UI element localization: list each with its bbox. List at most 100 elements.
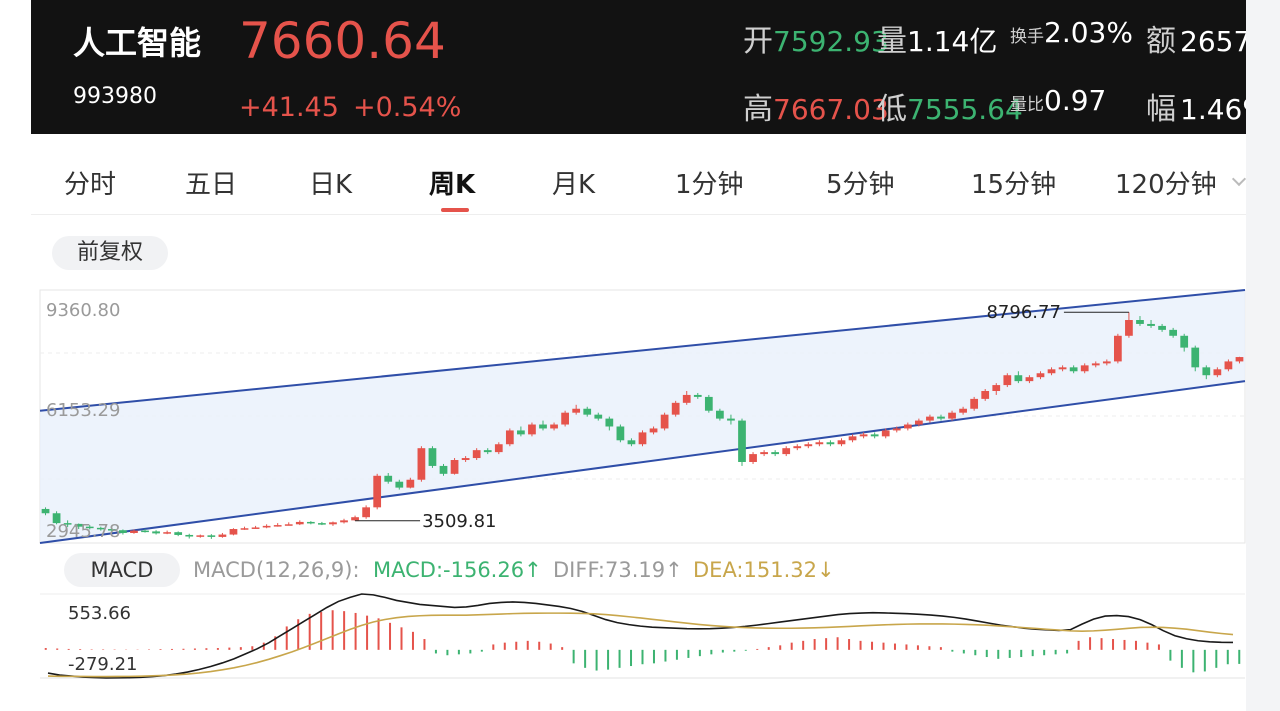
candle[interactable]	[1058, 367, 1067, 370]
candle[interactable]	[273, 525, 282, 527]
candle[interactable]	[948, 412, 956, 419]
tab-5min[interactable]: 5分钟	[826, 170, 895, 200]
candle[interactable]	[782, 448, 791, 455]
candle[interactable]	[528, 424, 536, 435]
candle[interactable]	[450, 460, 459, 474]
candle[interactable]	[174, 532, 183, 535]
candle[interactable]	[1158, 325, 1166, 330]
candle[interactable]	[74, 523, 83, 527]
candle[interactable]	[1136, 320, 1144, 324]
tab-weekly-k[interactable]: 周K	[429, 170, 476, 200]
candle[interactable]	[196, 535, 205, 537]
tab-15min[interactable]: 15分钟	[971, 170, 1057, 200]
tab-1min[interactable]: 1分钟	[675, 170, 744, 200]
candle[interactable]	[892, 428, 901, 431]
candle[interactable]	[550, 424, 558, 429]
candle[interactable]	[152, 531, 160, 534]
candle[interactable]	[749, 454, 757, 462]
candle[interactable]	[340, 520, 348, 523]
candle[interactable]	[671, 402, 680, 415]
candle[interactable]	[63, 523, 72, 525]
candle[interactable]	[881, 430, 890, 437]
candle[interactable]	[649, 428, 658, 433]
candle[interactable]	[229, 529, 238, 535]
candle[interactable]	[981, 390, 990, 399]
candle[interactable]	[517, 430, 525, 435]
candle[interactable]	[85, 526, 94, 529]
candle[interactable]	[627, 440, 636, 445]
candle[interactable]	[1025, 377, 1034, 382]
macd-indicator-button[interactable]: MACD	[64, 553, 180, 587]
candle[interactable]	[539, 424, 547, 429]
candle[interactable]	[262, 525, 271, 528]
candle[interactable]	[1169, 329, 1178, 336]
candle[interactable]	[483, 450, 492, 453]
candle[interactable]	[1224, 361, 1233, 370]
candle[interactable]	[1213, 369, 1222, 376]
candle[interactable]	[870, 434, 879, 437]
candle[interactable]	[704, 396, 713, 411]
candle[interactable]	[318, 523, 326, 525]
candle[interactable]	[660, 414, 669, 429]
candle[interactable]	[1147, 323, 1155, 326]
candle[interactable]	[1036, 373, 1045, 378]
candle[interactable]	[505, 430, 514, 445]
candle[interactable]	[362, 507, 370, 518]
candle[interactable]	[119, 530, 127, 533]
candle[interactable]	[1180, 335, 1189, 348]
candle[interactable]	[594, 414, 603, 419]
candle[interactable]	[494, 444, 503, 453]
candle[interactable]	[826, 442, 835, 445]
candle[interactable]	[638, 432, 647, 445]
tab-five-day[interactable]: 五日	[185, 170, 238, 200]
candle[interactable]	[1091, 363, 1100, 366]
candle[interactable]	[738, 420, 746, 462]
candle[interactable]	[583, 408, 592, 415]
candle[interactable]	[41, 508, 50, 514]
candle[interactable]	[616, 426, 625, 441]
candle[interactable]	[284, 524, 293, 526]
candle[interactable]	[1191, 347, 1200, 368]
candle[interactable]	[771, 452, 780, 455]
candle[interactable]	[96, 527, 105, 530]
candle[interactable]	[1113, 335, 1122, 362]
candle[interactable]	[251, 527, 260, 529]
candle[interactable]	[1080, 365, 1089, 372]
candle[interactable]	[207, 535, 216, 537]
candle[interactable]	[992, 385, 1001, 391]
candle[interactable]	[1102, 361, 1111, 364]
candle[interactable]	[163, 532, 172, 534]
candle[interactable]	[915, 420, 923, 425]
candle[interactable]	[793, 446, 802, 449]
candle[interactable]	[727, 418, 735, 421]
tab-monthly-k[interactable]: 月K	[552, 170, 596, 200]
candle[interactable]	[141, 530, 149, 533]
candle[interactable]	[306, 521, 315, 524]
candle[interactable]	[1003, 375, 1012, 386]
candle[interactable]	[959, 408, 967, 413]
candle[interactable]	[937, 416, 945, 419]
candle[interactable]	[1069, 367, 1078, 372]
candle[interactable]	[716, 410, 724, 419]
candle[interactable]	[406, 479, 415, 488]
candle[interactable]	[859, 434, 868, 437]
candle[interactable]	[218, 534, 227, 537]
candle[interactable]	[185, 534, 194, 537]
candle[interactable]	[1014, 375, 1023, 382]
candle[interactable]	[1047, 369, 1056, 374]
candle[interactable]	[605, 418, 614, 427]
candle[interactable]	[384, 475, 393, 482]
candle[interactable]	[472, 450, 481, 459]
candle[interactable]	[760, 452, 768, 455]
candle[interactable]	[926, 416, 934, 421]
candle[interactable]	[395, 481, 404, 488]
candle[interactable]	[693, 394, 702, 397]
candle[interactable]	[1202, 367, 1211, 376]
candle[interactable]	[682, 394, 691, 403]
candle[interactable]	[804, 444, 813, 447]
candle[interactable]	[329, 522, 337, 525]
candle[interactable]	[439, 465, 448, 474]
candle[interactable]	[417, 448, 426, 480]
adjust-button[interactable]: 前复权	[52, 236, 168, 270]
candle[interactable]	[351, 517, 359, 521]
